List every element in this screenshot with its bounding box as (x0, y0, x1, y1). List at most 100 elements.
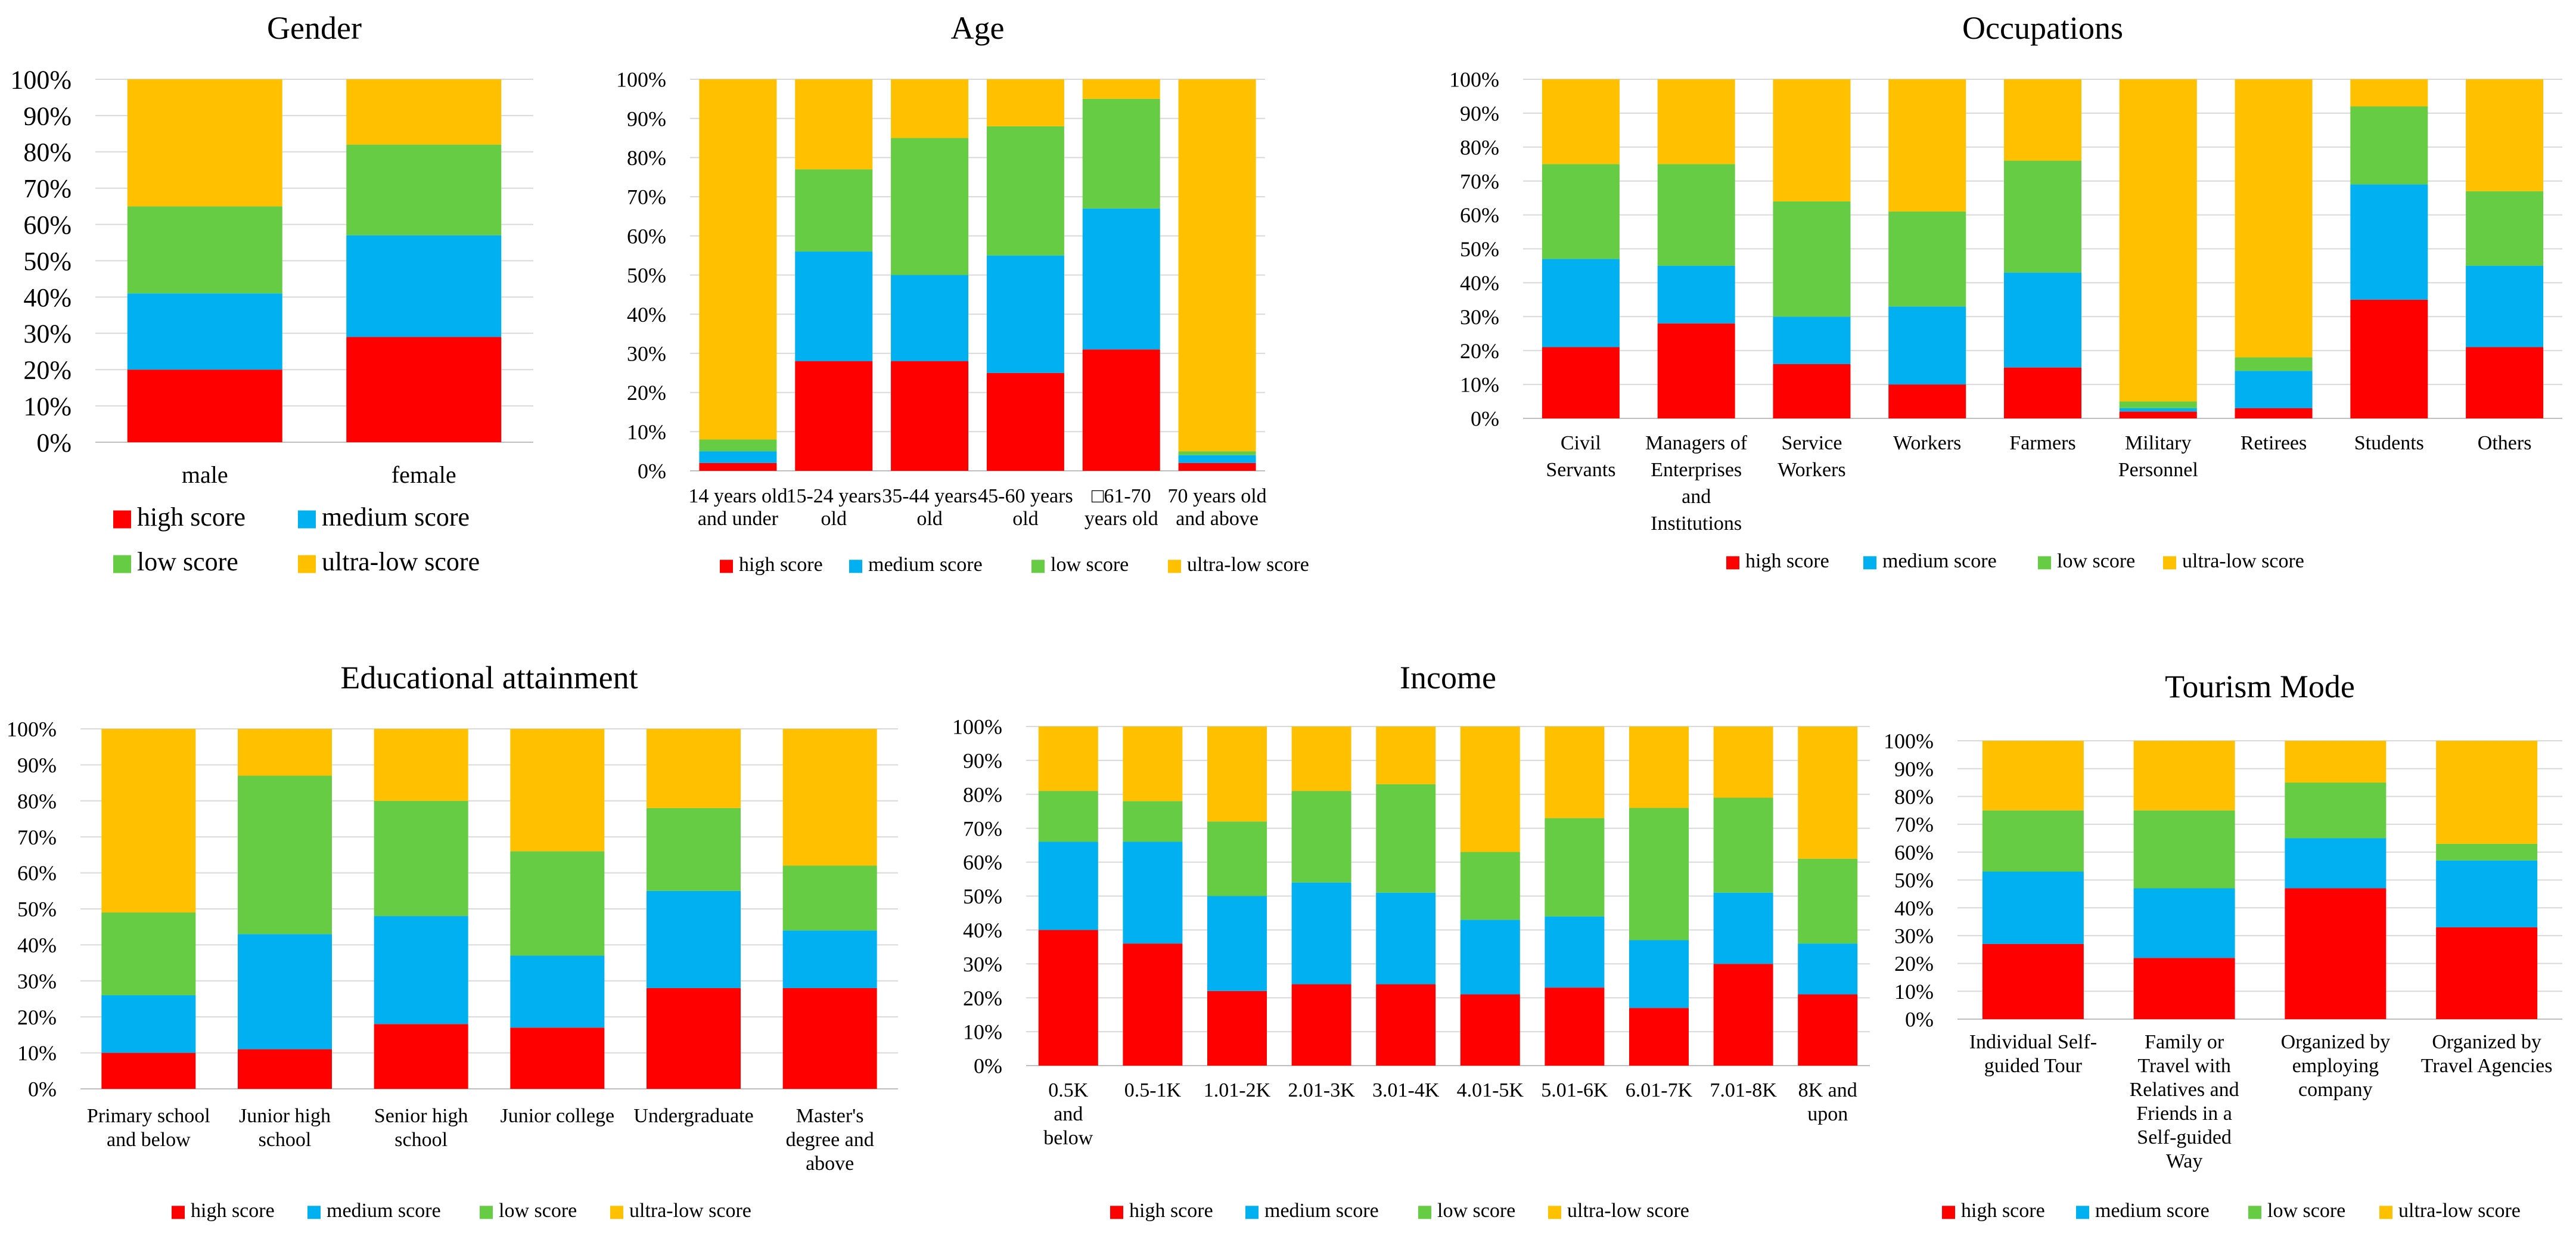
y-tick-label: 0% (1471, 407, 1499, 431)
bar-low-score-0 (101, 912, 196, 995)
bar-ultra-low-score-5 (1178, 79, 1256, 452)
bar-high-score-2 (2285, 888, 2387, 1019)
chart-title: Age (951, 10, 1005, 46)
bar-ultra-low-score-9 (1798, 726, 1858, 859)
bar-medium-score-0 (699, 451, 777, 463)
x-tick-label: Others (2478, 432, 2532, 454)
legend: high score medium score low score ultra-low… (1942, 1200, 2521, 1222)
x-tick-label: and under (698, 508, 779, 530)
bar-low-score-2 (891, 138, 969, 275)
bar-low-score-0 (127, 206, 282, 294)
y-tick-label: 60% (1460, 203, 1499, 227)
x-tick-label: 1.01-2K (1204, 1079, 1271, 1101)
bar-medium-score-1 (795, 252, 873, 362)
legend-label: high score (191, 1200, 275, 1222)
x-tick-label: Self-guided (2137, 1126, 2232, 1148)
x-tick-label: Managers of (1645, 432, 1748, 454)
bar-low-score-5 (1178, 451, 1256, 455)
y-tick-label: 50% (1460, 237, 1499, 261)
bar-high-score-0 (699, 462, 777, 471)
bar-low-score-1 (1123, 801, 1183, 842)
bar-high-score-9 (1798, 994, 1858, 1066)
bar-ultra-low-score-0 (101, 729, 196, 913)
bar-high-score-3 (2436, 927, 2538, 1019)
bar-medium-score-0 (1542, 259, 1620, 347)
bar-ultra-low-score-2 (2285, 741, 2387, 783)
bar-medium-score-0 (127, 293, 282, 370)
x-tick-label: Retirees (2241, 432, 2307, 454)
legend-label: medium score (327, 1200, 441, 1222)
x-tick-label: old (916, 508, 942, 530)
y-tick-label: 20% (23, 356, 72, 385)
bar-medium-score-4 (1376, 892, 1436, 985)
x-tick-label: Junior high (239, 1105, 331, 1127)
y-tick-label: 90% (1894, 757, 1934, 781)
x-tick-label: Workers (1778, 459, 1845, 481)
y-tick-label: 80% (627, 146, 666, 170)
bar-high-score-1 (795, 361, 873, 471)
bar-ultra-low-score-0 (1982, 741, 2084, 811)
bar-ultra-low-score-1 (1657, 79, 1735, 164)
y-tick-label: 90% (23, 101, 72, 131)
bar-medium-score-4 (647, 890, 741, 988)
x-tick-label: 45-60 years (978, 485, 1073, 507)
bar-high-score-1 (1657, 323, 1735, 418)
legend-swatch-low-score (113, 555, 131, 573)
x-tick-label: male (182, 461, 228, 488)
y-tick-label: 10% (23, 392, 72, 421)
bar-medium-score-5 (1178, 455, 1256, 463)
y-tick-label: 50% (23, 247, 72, 276)
x-tick-label: Primary school (87, 1105, 210, 1127)
bar-ultra-low-score-0 (127, 79, 282, 207)
legend-swatch-medium-score (849, 560, 862, 573)
legend-label: high score (1129, 1200, 1213, 1222)
x-tick-label: below (1043, 1127, 1093, 1149)
bar-medium-score-6 (2235, 371, 2313, 408)
bar-low-score-0 (1038, 791, 1098, 842)
bar-low-score-7 (2350, 106, 2428, 185)
y-tick-label: 20% (1460, 339, 1499, 363)
x-tick-label: 4.01-5K (1457, 1079, 1524, 1101)
bar-low-score-6 (2235, 357, 2313, 371)
x-tick-label: Individual Self- (1969, 1031, 2097, 1053)
bar-medium-score-5 (782, 930, 877, 988)
legend-label: high score (739, 554, 823, 576)
y-tick-label: 60% (1894, 840, 1934, 864)
bar-low-score-7 (1629, 808, 1689, 940)
y-tick-label: 90% (627, 107, 666, 131)
bar-low-score-3 (1291, 791, 1351, 883)
y-tick-label: 30% (1894, 924, 1934, 948)
legend-swatch-low-score (2038, 556, 2051, 570)
bar-low-score-1 (795, 169, 873, 252)
bar-low-score-2 (1207, 821, 1267, 896)
bar-ultra-low-score-1 (1123, 726, 1183, 802)
legend-label: low score (1051, 554, 1129, 576)
x-tick-label: Undergraduate (633, 1105, 753, 1127)
legend-label: low score (1437, 1200, 1515, 1222)
bar-medium-score-2 (891, 275, 969, 362)
bar-medium-score-3 (1291, 882, 1351, 985)
bar-low-score-3 (2436, 843, 2538, 861)
x-tick-label: Farmers (2009, 432, 2075, 454)
y-tick-label: 40% (963, 918, 1002, 942)
y-tick-label: 20% (1894, 952, 1934, 976)
bar-ultra-low-score-3 (510, 729, 605, 852)
y-tick-label: 100% (10, 65, 72, 94)
bar-high-score-2 (374, 1024, 468, 1089)
legend: high score medium score low score ultra-low… (113, 502, 480, 576)
y-tick-label: 90% (963, 749, 1002, 773)
x-tick-label: 0.5-1K (1124, 1079, 1182, 1101)
legend-label: low score (499, 1200, 577, 1222)
bar-ultra-low-score-8 (2466, 79, 2544, 191)
bar-ultra-low-score-3 (2436, 741, 2538, 844)
y-tick-label: 90% (1460, 102, 1499, 126)
bar-high-score-5 (782, 988, 877, 1089)
legend-swatch-high-score (172, 1206, 185, 1219)
bar-medium-score-1 (1123, 842, 1183, 944)
y-tick-label: 100% (1884, 729, 1934, 753)
bar-medium-score-3 (2436, 860, 2538, 927)
bar-ultra-low-score-2 (891, 79, 969, 138)
bar-medium-score-7 (2350, 184, 2428, 300)
x-tick-label: Enterprises (1651, 459, 1742, 481)
chart-title: Educational attainment (340, 660, 638, 696)
